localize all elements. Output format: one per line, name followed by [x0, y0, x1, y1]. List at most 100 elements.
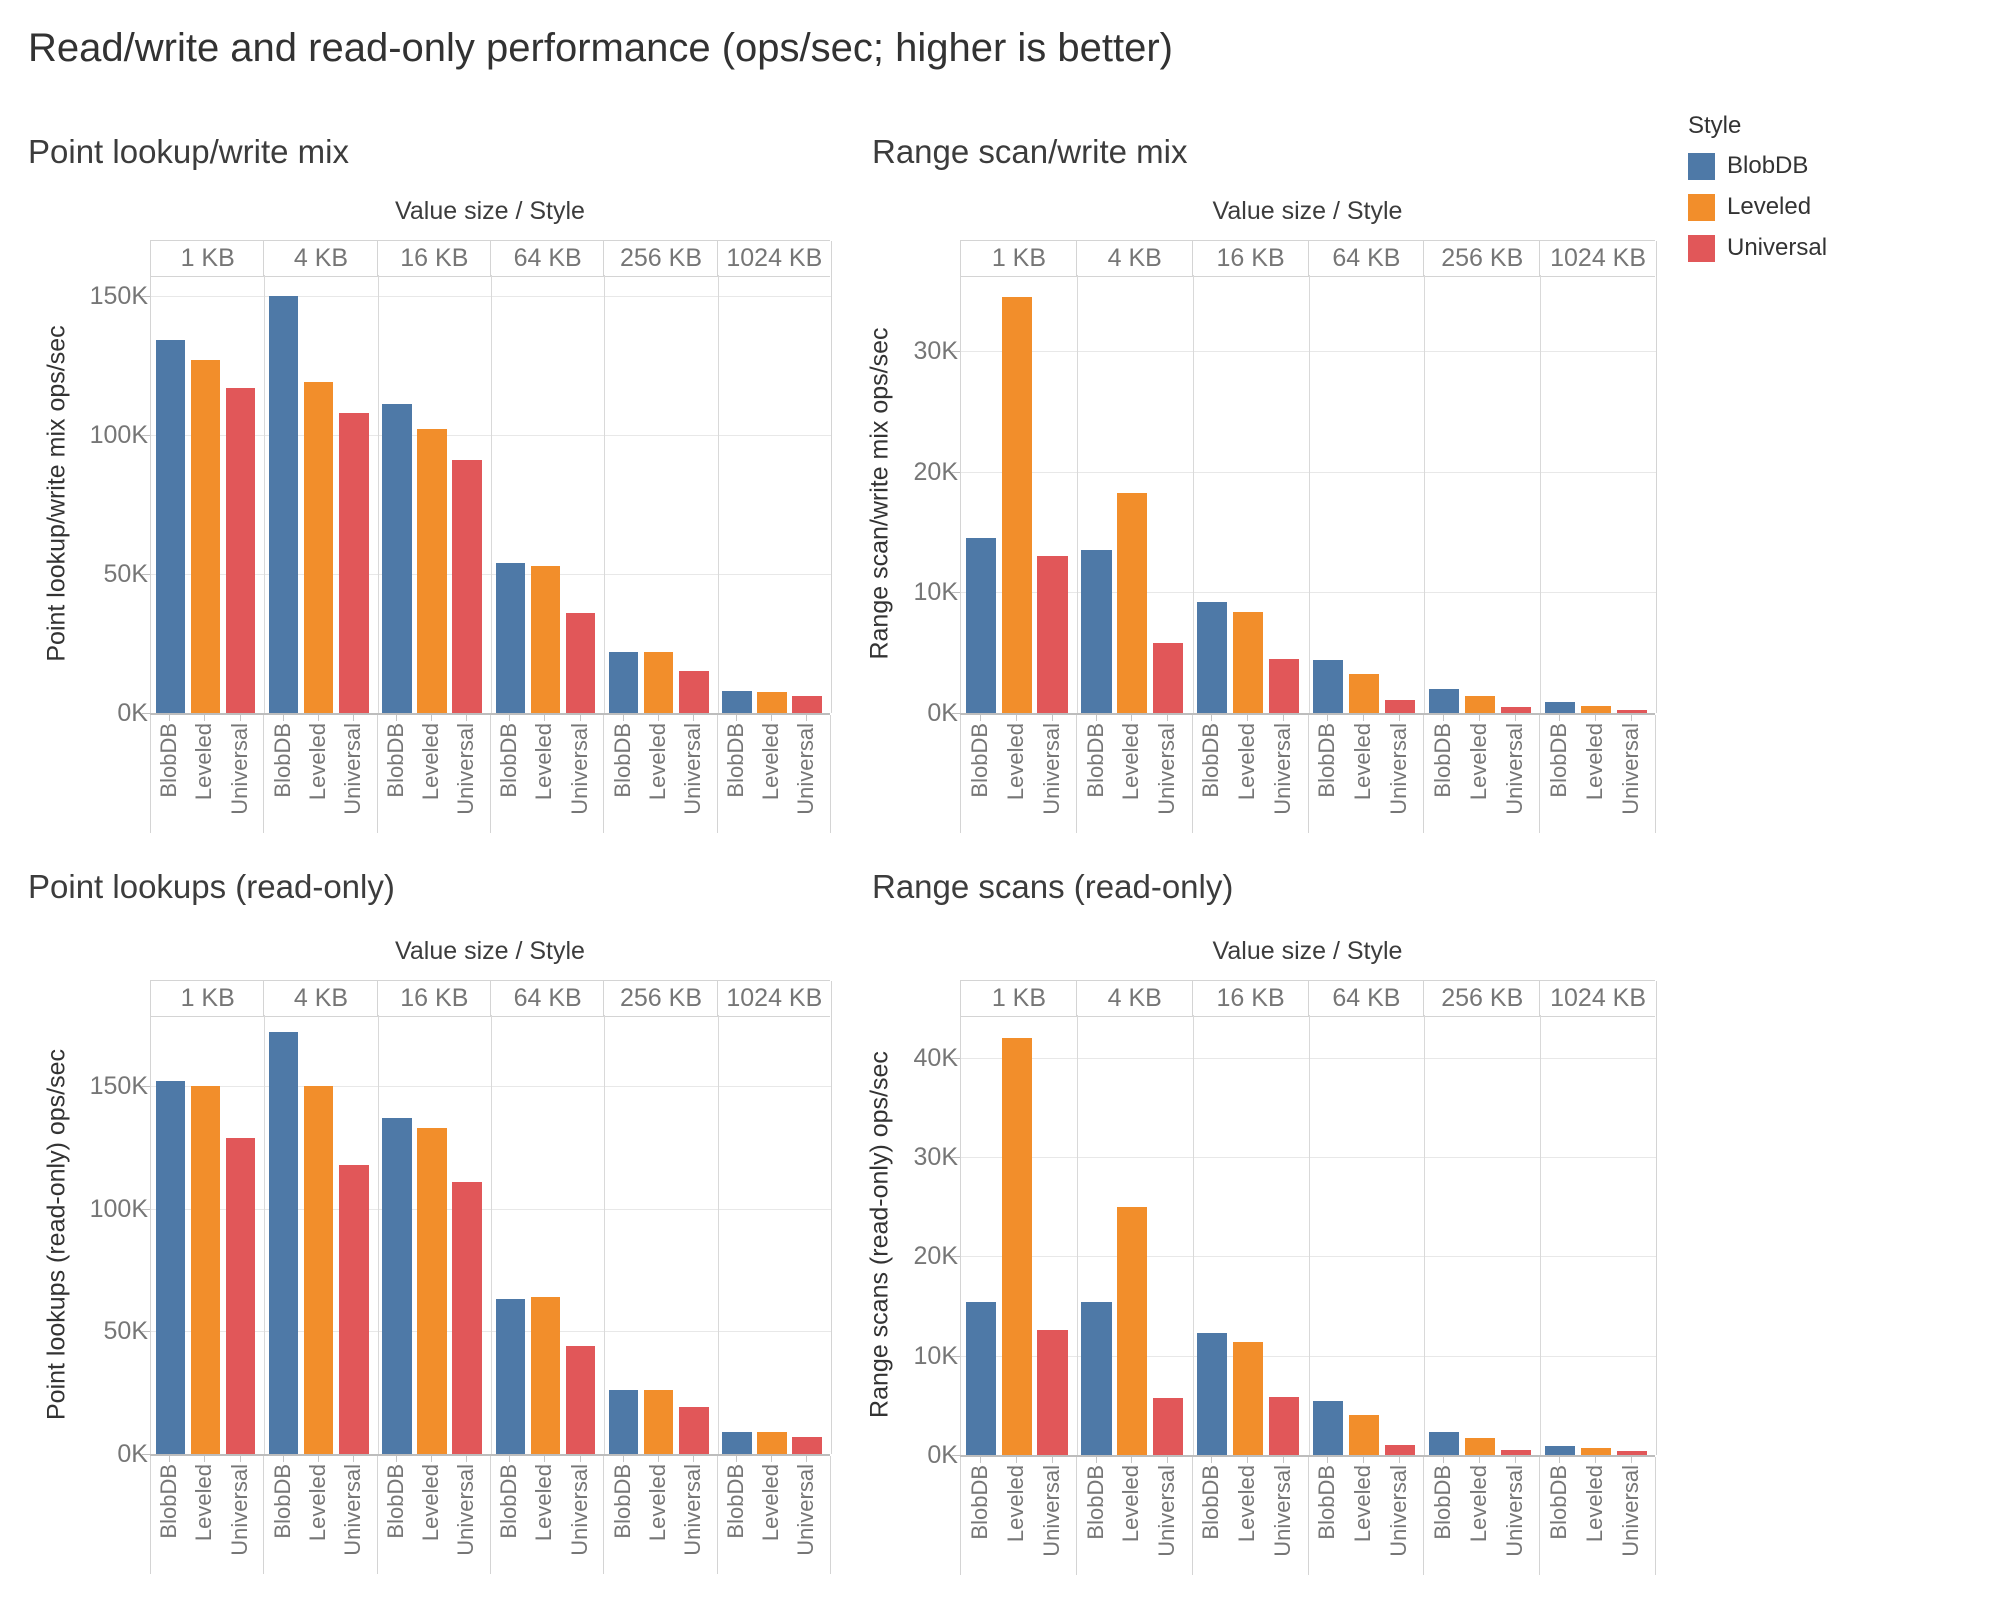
bar-4KB-universal[interactable]	[1153, 1398, 1184, 1455]
bar-4KB-blobdb[interactable]	[268, 1032, 299, 1454]
x-label-blobdb: BlobDB	[609, 723, 635, 798]
bar-1KB-universal[interactable]	[225, 388, 256, 713]
y-axis-title-point-lookup-write-mix: Point lookup/write mix ops/sec	[42, 325, 71, 662]
x-tick-mark	[1443, 715, 1445, 721]
bar-16KB-leveled[interactable]	[1233, 1342, 1264, 1455]
bar-256KB-blobdb[interactable]	[608, 1390, 639, 1454]
y-axis-title-range-scans-read-only: Range scans (read-only) ops/sec	[865, 1051, 894, 1418]
bar-1KB-blobdb[interactable]	[965, 538, 996, 713]
bar-256KB-blobdb[interactable]	[1428, 689, 1460, 713]
bar-4KB-blobdb[interactable]	[268, 296, 299, 713]
bar-64KB-leveled[interactable]	[530, 566, 561, 713]
bar-64KB-universal[interactable]	[565, 1346, 596, 1454]
bar-4KB-universal[interactable]	[339, 1165, 369, 1454]
value-size-label-1024KB: 1024 KB	[1539, 981, 1657, 1016]
bar-4KB-leveled[interactable]	[304, 1086, 334, 1454]
bar-64KB-universal[interactable]	[1384, 700, 1416, 713]
bar-16KB-leveled[interactable]	[417, 1128, 447, 1454]
bar-16KB-blobdb[interactable]	[1197, 1333, 1228, 1455]
y-tick-label: 150K	[89, 281, 148, 310]
bar-256KB-leveled[interactable]	[1464, 696, 1495, 713]
bar-256KB-leveled[interactable]	[644, 652, 674, 713]
bar-64KB-blobdb[interactable]	[1313, 1401, 1344, 1455]
bar-256KB-universal[interactable]	[679, 1407, 709, 1454]
bar-64KB-leveled[interactable]	[1349, 1415, 1380, 1455]
bar-64KB-universal[interactable]	[565, 613, 596, 713]
label-area-separator	[716, 715, 718, 833]
x-tick-mark	[1594, 1457, 1596, 1463]
bar-1024KB-blobdb[interactable]	[1544, 1446, 1575, 1455]
bar-1024KB-blobdb[interactable]	[1544, 702, 1575, 713]
bar-64KB-leveled[interactable]	[1349, 674, 1380, 713]
bar-1024KB-leveled[interactable]	[1580, 706, 1611, 713]
bar-1024KB-universal[interactable]	[1616, 1451, 1647, 1455]
bar-256KB-blobdb[interactable]	[608, 652, 639, 713]
bar-1KB-blobdb[interactable]	[965, 1302, 996, 1455]
bar-1KB-leveled[interactable]	[1001, 1038, 1032, 1455]
bar-256KB-blobdb[interactable]	[1428, 1432, 1460, 1455]
bar-16KB-universal[interactable]	[452, 460, 482, 713]
x-label-universal: Universal	[1617, 1465, 1643, 1557]
bar-4KB-universal[interactable]	[1153, 643, 1184, 713]
legend-item-universal[interactable]: Universal	[1688, 234, 1827, 262]
x-label-universal: Universal	[1501, 723, 1527, 815]
bar-4KB-blobdb[interactable]	[1081, 550, 1112, 713]
x-tick-mark	[1514, 715, 1516, 721]
bar-256KB-leveled[interactable]	[644, 1390, 674, 1454]
bar-4KB-leveled[interactable]	[1117, 1207, 1148, 1455]
x-label-blobdb: BlobDB	[722, 723, 748, 798]
bar-64KB-universal[interactable]	[1384, 1445, 1416, 1455]
bar-1KB-leveled[interactable]	[190, 1086, 221, 1454]
bar-16KB-blobdb[interactable]	[382, 1118, 412, 1454]
bar-1KB-universal[interactable]	[1037, 1330, 1068, 1455]
bar-1KB-blobdb[interactable]	[155, 1081, 185, 1454]
column-separator	[1192, 275, 1194, 713]
bar-1KB-leveled[interactable]	[1001, 297, 1032, 713]
bar-16KB-leveled[interactable]	[1233, 612, 1264, 713]
bar-64KB-leveled[interactable]	[530, 1297, 561, 1454]
bar-1024KB-leveled[interactable]	[757, 1432, 787, 1454]
bar-64KB-blobdb[interactable]	[495, 563, 525, 713]
label-area-separator	[1191, 715, 1193, 833]
legend-swatch-universal	[1688, 234, 1715, 262]
label-area-separator	[263, 1456, 265, 1574]
bar-1024KB-blobdb[interactable]	[722, 691, 752, 713]
value-size-label-256KB: 256 KB	[603, 241, 717, 276]
bar-16KB-blobdb[interactable]	[1197, 602, 1228, 713]
x-tick-mark	[1558, 1457, 1560, 1463]
y-tick-label: 100K	[89, 420, 148, 449]
bar-1KB-blobdb[interactable]	[155, 340, 185, 713]
bar-1KB-universal[interactable]	[225, 1138, 256, 1454]
x-tick-mark	[1478, 715, 1480, 721]
bar-16KB-leveled[interactable]	[417, 429, 447, 713]
bar-64KB-blobdb[interactable]	[1313, 660, 1344, 713]
legend-item-leveled[interactable]: Leveled	[1688, 193, 1827, 221]
bar-1024KB-leveled[interactable]	[1580, 1448, 1611, 1455]
bar-16KB-universal[interactable]	[1269, 659, 1300, 713]
bar-4KB-leveled[interactable]	[304, 382, 334, 713]
bar-64KB-blobdb[interactable]	[495, 1299, 525, 1454]
bar-4KB-blobdb[interactable]	[1081, 1302, 1112, 1455]
bar-4KB-universal[interactable]	[339, 413, 369, 713]
bar-256KB-universal[interactable]	[1500, 707, 1531, 713]
y-tick-mark	[952, 1355, 960, 1357]
bar-1KB-universal[interactable]	[1037, 556, 1068, 713]
bar-1KB-leveled[interactable]	[190, 360, 221, 713]
bar-16KB-universal[interactable]	[1269, 1397, 1300, 1455]
bar-256KB-universal[interactable]	[1500, 1450, 1531, 1455]
bar-16KB-universal[interactable]	[452, 1182, 482, 1454]
bar-1024KB-universal[interactable]	[792, 696, 822, 713]
bar-4KB-leveled[interactable]	[1117, 493, 1148, 713]
label-area-separator	[1539, 715, 1541, 833]
legend-item-blobdb[interactable]: BlobDB	[1688, 152, 1827, 180]
bar-256KB-leveled[interactable]	[1464, 1438, 1495, 1455]
bar-256KB-universal[interactable]	[679, 671, 709, 713]
bar-1024KB-universal[interactable]	[1616, 710, 1647, 713]
bar-1024KB-leveled[interactable]	[757, 692, 787, 713]
bar-1024KB-universal[interactable]	[792, 1437, 822, 1454]
bar-16KB-blobdb[interactable]	[382, 404, 412, 713]
bar-1024KB-blobdb[interactable]	[722, 1432, 752, 1454]
x-label-blobdb: BlobDB	[156, 1464, 182, 1539]
x-label-blobdb: BlobDB	[496, 1464, 522, 1539]
label-area-separator	[376, 715, 378, 833]
